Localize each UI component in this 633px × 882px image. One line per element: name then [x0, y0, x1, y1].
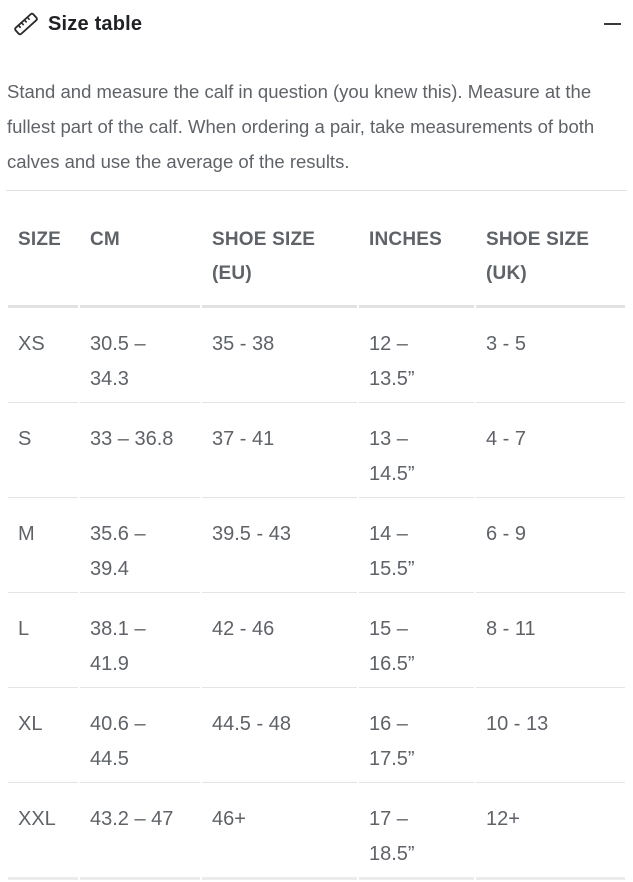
table-cell: 33 – 36.8 [80, 403, 200, 498]
minus-icon [603, 23, 621, 25]
table-cell: XS [8, 308, 78, 403]
table-body: XS 30.5 – 34.3 35 - 38 12 – 13.5” 3 - 5 S 33 –… [8, 308, 625, 880]
table-cell: 14 – 15.5” [359, 498, 474, 593]
table-cell: 3 - 5 [476, 308, 625, 403]
table-cell: 38.1 – 41.9 [80, 593, 200, 688]
table-cell: 30.5 – 34.3 [80, 308, 200, 403]
table-cell: 15 – 16.5” [359, 593, 474, 688]
table-cell: 17 – 18.5” [359, 783, 474, 880]
table-cell: 8 - 11 [476, 593, 625, 688]
panel-header: Size table [6, 10, 627, 38]
table-cell: XXL [8, 783, 78, 880]
table-cell: 43.2 – 47 [80, 783, 200, 880]
table-cell: XL [8, 688, 78, 783]
table-cell: L [8, 593, 78, 688]
table-row: S 33 – 36.8 37 - 41 13 – 14.5” 4 - 7 [8, 403, 625, 498]
table-row: L 38.1 – 41.9 42 - 46 15 – 16.5” 8 - 11 [8, 593, 625, 688]
table-cell: M [8, 498, 78, 593]
table-row: XXL 43.2 – 47 46+ 17 – 18.5” 12+ [8, 783, 625, 880]
divider [6, 190, 627, 191]
table-cell: 16 – 17.5” [359, 688, 474, 783]
collapse-button[interactable] [598, 10, 626, 38]
column-header: SIZE [8, 191, 78, 308]
table-cell: 46+ [202, 783, 357, 880]
table-cell: 37 - 41 [202, 403, 357, 498]
table-cell: 10 - 13 [476, 688, 625, 783]
table-header-row: SIZE CM SHOE SIZE (EU) INCHES SHOE SIZE (UK) [8, 191, 625, 308]
table-row: XS 30.5 – 34.3 35 - 38 12 – 13.5” 3 - 5 [8, 308, 625, 403]
column-header: INCHES [359, 191, 474, 308]
table-head: SIZE CM SHOE SIZE (EU) INCHES SHOE SIZE (UK) [8, 191, 625, 308]
ruler-icon [13, 11, 39, 37]
table-cell: 40.6 – 44.5 [80, 688, 200, 783]
column-header: SHOE SIZE (UK) [476, 191, 625, 308]
measurement-instructions: Stand and measure the calf in question (… [7, 81, 595, 172]
table-cell: 4 - 7 [476, 403, 625, 498]
column-header: CM [80, 191, 200, 308]
table-cell: 35.6 – 39.4 [80, 498, 200, 593]
size-table: SIZE CM SHOE SIZE (EU) INCHES SHOE SIZE (UK)… [6, 191, 627, 880]
table-row: XL 40.6 – 44.5 44.5 - 48 16 – 17.5” 10 - 13 [8, 688, 625, 783]
table-cell: 44.5 - 48 [202, 688, 357, 783]
table-row: M 35.6 – 39.4 39.5 - 43 14 – 15.5” 6 - 9 [8, 498, 625, 593]
table-cell: 12 – 13.5” [359, 308, 474, 403]
table-cell: 35 - 38 [202, 308, 357, 403]
table-cell: 12+ [476, 783, 625, 880]
table-cell: 42 - 46 [202, 593, 357, 688]
column-header: SHOE SIZE (EU) [202, 191, 357, 308]
table-cell: 6 - 9 [476, 498, 625, 593]
table-cell: 39.5 - 43 [202, 498, 357, 593]
table-cell: 13 – 14.5” [359, 403, 474, 498]
panel-title: Size table [48, 13, 143, 35]
table-cell: S [8, 403, 78, 498]
